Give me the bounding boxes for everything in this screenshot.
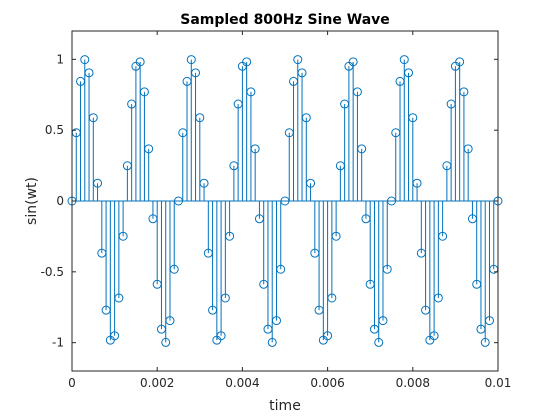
stem-marker bbox=[399, 55, 409, 65]
stem-marker bbox=[357, 144, 367, 154]
stem-marker bbox=[459, 87, 469, 97]
stem-marker bbox=[114, 293, 124, 303]
stem-marker bbox=[88, 113, 98, 123]
stem-marker bbox=[195, 113, 205, 123]
stem-marker bbox=[306, 178, 316, 188]
stem-marker bbox=[382, 264, 392, 274]
stem-marker bbox=[484, 316, 494, 326]
stem-marker bbox=[412, 178, 422, 188]
y-tick-label: -1 bbox=[52, 336, 64, 350]
stem-marker bbox=[463, 144, 473, 154]
stem-marker bbox=[323, 331, 333, 341]
stem-marker bbox=[199, 178, 209, 188]
stem-marker bbox=[250, 144, 260, 154]
stem-marker bbox=[80, 55, 90, 65]
stem-marker bbox=[293, 55, 303, 65]
stem-marker bbox=[267, 337, 277, 347]
y-tick-label: 0.5 bbox=[45, 123, 64, 137]
x-tick-label: 0.004 bbox=[225, 376, 259, 390]
stem-marker bbox=[331, 231, 341, 241]
y-tick-label: 0 bbox=[56, 194, 64, 208]
stem-marker bbox=[161, 337, 171, 347]
y-axis-label: sin(wt) bbox=[24, 177, 40, 225]
stem-marker bbox=[433, 293, 443, 303]
x-tick-label: 0.002 bbox=[140, 376, 174, 390]
stem-marker bbox=[216, 331, 226, 341]
stem-marker bbox=[246, 87, 256, 97]
stem-marker bbox=[93, 178, 103, 188]
stem-series bbox=[67, 55, 503, 347]
stem-marker bbox=[480, 337, 490, 347]
x-tick-label: 0 bbox=[68, 376, 76, 390]
stem-marker bbox=[348, 57, 358, 67]
x-axis-label: time bbox=[269, 398, 301, 414]
stem-marker bbox=[438, 231, 448, 241]
stem-marker bbox=[404, 68, 414, 78]
y-tick-label: -0.5 bbox=[41, 265, 64, 279]
stem-marker bbox=[191, 68, 201, 78]
stem-marker bbox=[378, 316, 388, 326]
stem-marker bbox=[271, 316, 281, 326]
stem-marker bbox=[110, 331, 120, 341]
stem-marker bbox=[327, 293, 337, 303]
stem-marker bbox=[408, 113, 418, 123]
x-tick-label: 0.008 bbox=[396, 376, 430, 390]
x-tick-label: 0.006 bbox=[310, 376, 344, 390]
stem-marker bbox=[225, 231, 235, 241]
plot-frame bbox=[71, 30, 499, 372]
axis-ticks: 0 0.002 0.004 0.006 0.008 0.01 -1 -0.5 0 0.5 1 bbox=[41, 31, 512, 390]
stem-marker bbox=[297, 68, 307, 78]
x-tick-label: 0.01 bbox=[485, 376, 512, 390]
stem-marker bbox=[144, 144, 154, 154]
stem-marker bbox=[374, 337, 384, 347]
stem-marker bbox=[276, 264, 286, 274]
stem-marker bbox=[455, 57, 465, 67]
stem-marker bbox=[429, 331, 439, 341]
chart-title: Sampled 800Hz Sine Wave bbox=[180, 12, 390, 28]
stem-marker bbox=[139, 87, 149, 97]
stem-marker bbox=[186, 55, 196, 65]
stem-marker bbox=[84, 68, 94, 78]
stem-marker bbox=[165, 316, 175, 326]
stem-marker bbox=[242, 57, 252, 67]
stem-marker bbox=[301, 113, 311, 123]
stem-marker bbox=[220, 293, 230, 303]
stem-marker bbox=[352, 87, 362, 97]
stem-marker bbox=[118, 231, 128, 241]
stem-marker bbox=[135, 57, 145, 67]
stem-marker bbox=[169, 264, 179, 274]
y-tick-label: 1 bbox=[56, 52, 64, 66]
